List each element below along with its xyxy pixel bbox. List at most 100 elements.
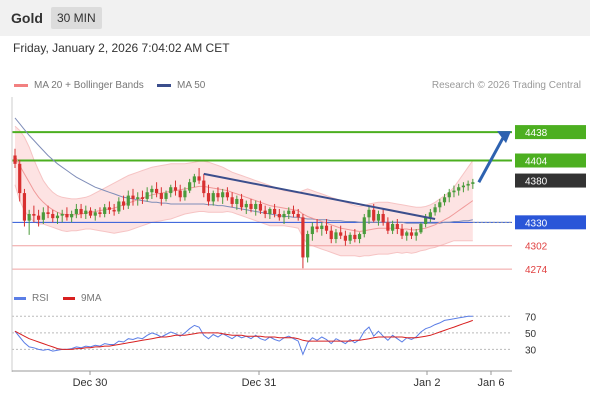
forecast-arrow-line [477,135,506,183]
candle-body [438,202,442,208]
ma20-swatch [14,84,28,87]
candle-body [79,208,83,214]
candle-body [27,213,31,221]
candle-body [405,232,409,236]
rsi-ma-swatch [63,297,75,300]
candle-body [206,193,211,202]
candle-body [197,176,201,181]
copyright-text: Research © 2026 Trading Central [431,80,581,91]
candle-body [447,192,451,198]
candle-body [150,188,154,193]
candle-body [442,197,447,203]
candle-body [353,234,357,240]
candle-body [65,213,69,218]
rsi-label: RSI [32,293,49,304]
candle-body [306,234,310,258]
x-tick-label: Jan 6 [478,377,505,389]
candle-body [409,232,414,236]
symbol-title: Gold [11,10,43,26]
candle-body [254,203,258,209]
resistance-trendline [203,172,436,220]
rsi-level-label: 30 [525,345,537,356]
candle-body [112,209,116,212]
candle-body [339,232,343,236]
candle-body [457,187,461,191]
candle-body [70,213,74,218]
candle-body [367,209,371,218]
candle-body [343,235,347,241]
candle-body [381,213,385,223]
candle-body [41,212,45,220]
candle-body [452,190,456,193]
candle-body [32,213,36,216]
level-label-4274: 4274 [525,265,548,276]
candle-body [126,195,130,206]
level-box-4380 [515,173,586,188]
candle-body [37,215,41,220]
candle-body [310,226,314,235]
candle-body [282,213,286,218]
candle-body [263,210,267,214]
bollinger-band-fill [15,126,473,257]
candle-body [107,207,111,210]
candle-body [235,198,239,204]
ma20-label: MA 20 + Bollinger Bands [34,80,144,91]
candle-body [249,203,253,209]
candle-body [51,213,55,219]
candle-body [428,212,432,218]
x-tick-label: Dec 30 [73,377,108,389]
bollinger-upper [14,125,474,208]
candle-body [225,192,229,198]
chart-datetime: Friday, January 2, 2026 7:04:02 AM CET [13,41,230,55]
candle-body [291,210,296,214]
candle-body [169,187,173,194]
candle-body [183,190,187,198]
x-tick-label: Dec 31 [242,377,277,389]
candle-body [103,207,107,214]
candle-body [320,225,324,230]
candle-body [277,213,281,218]
candle-body [93,212,97,216]
candle-body [46,212,50,214]
candle-body [230,197,234,204]
candle-body [159,193,163,199]
candle-body [192,176,196,183]
candle-body [121,201,126,206]
candle-body [18,163,22,194]
candle-body [376,213,381,221]
candle-body [357,234,362,240]
candle-body [88,210,93,216]
bollinger-lower [14,184,473,258]
candle-body [287,210,291,214]
level-box-4438 [515,125,586,140]
level-label-4302: 4302 [525,242,548,253]
ma50-line [14,117,473,224]
candle-body [329,230,333,240]
candle-body [471,182,475,184]
candle-body [433,207,437,213]
forecast-arrow-head [497,131,511,144]
candle-body [461,185,465,188]
candle-body [60,213,64,216]
candle-body [188,182,192,191]
candle-body [117,201,121,212]
candle-body [178,190,182,198]
rsi-swatch [14,297,26,300]
rsi-line [14,315,473,356]
legend-ma50: MA 50 [157,80,205,91]
candle-body [131,195,135,199]
header-bar: Gold 30 MIN [0,0,590,36]
candle-body [202,180,206,194]
level-label-4380: 4380 [525,177,548,188]
ma50-swatch [157,84,171,87]
candle-body [424,217,428,225]
candle-body [391,224,395,231]
candle-body [268,208,272,214]
timeframe-button[interactable]: 30 MIN [51,7,102,29]
rsi-level-label: 70 [525,312,537,323]
level-label-4404: 4404 [525,157,548,168]
candle-body [334,232,338,240]
candle-body [414,232,418,236]
